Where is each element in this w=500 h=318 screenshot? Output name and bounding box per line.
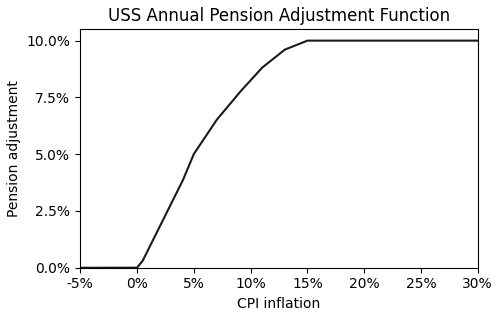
Title: USS Annual Pension Adjustment Function: USS Annual Pension Adjustment Function [108,7,450,25]
Y-axis label: Pension adjustment: Pension adjustment [7,80,21,217]
X-axis label: CPI inflation: CPI inflation [238,297,320,311]
